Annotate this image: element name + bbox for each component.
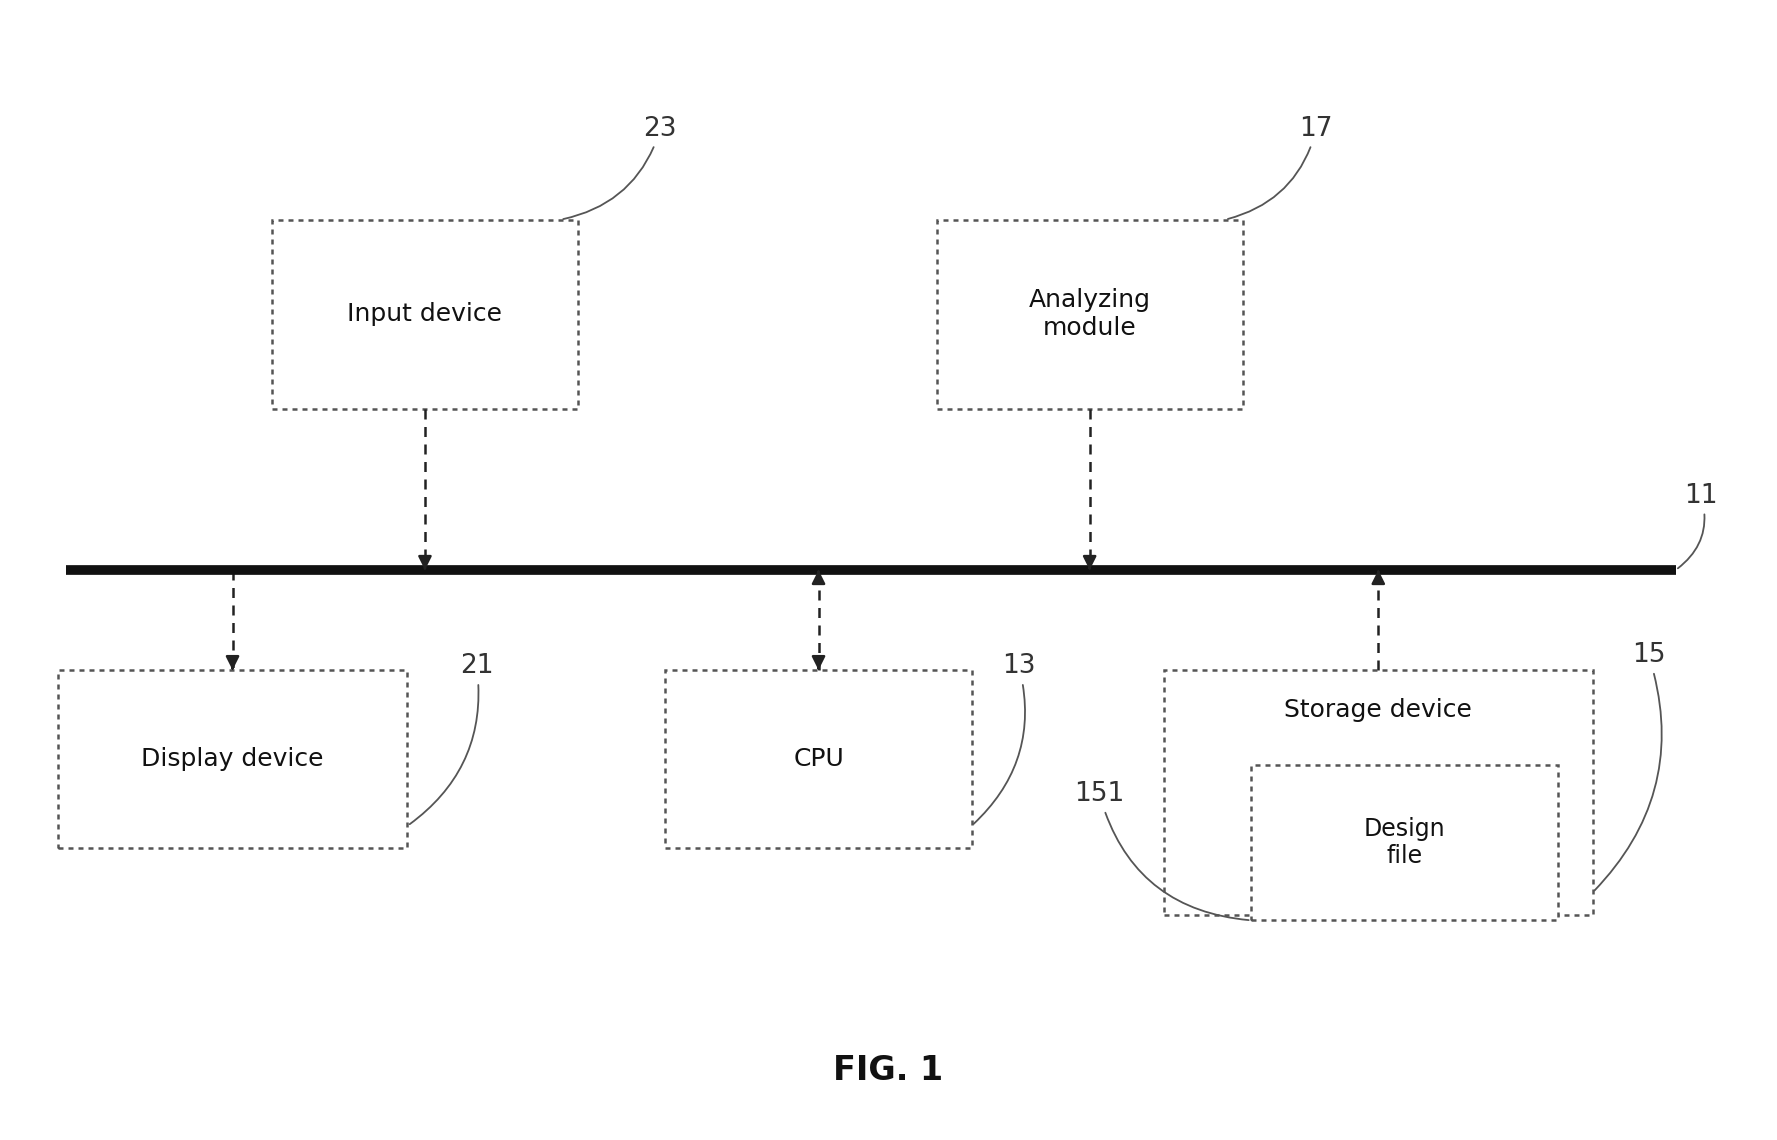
Text: 11: 11 (1677, 483, 1718, 569)
Text: Input device: Input device (348, 302, 503, 326)
Text: 23: 23 (563, 116, 677, 219)
Text: 15: 15 (1594, 642, 1665, 890)
Text: FIG. 1: FIG. 1 (833, 1054, 944, 1088)
Text: Design
file: Design file (1363, 816, 1445, 869)
FancyBboxPatch shape (665, 670, 972, 848)
Text: Analyzing
module: Analyzing module (1029, 288, 1151, 340)
Text: CPU: CPU (793, 747, 844, 771)
Text: 21: 21 (410, 653, 494, 824)
FancyBboxPatch shape (1164, 670, 1592, 914)
FancyBboxPatch shape (936, 220, 1242, 409)
Text: 17: 17 (1228, 116, 1333, 219)
Text: Display device: Display device (142, 747, 323, 771)
Text: 151: 151 (1075, 781, 1249, 920)
Text: 13: 13 (974, 653, 1036, 824)
FancyBboxPatch shape (1251, 765, 1558, 920)
FancyBboxPatch shape (272, 220, 578, 409)
Text: Storage device: Storage device (1285, 698, 1471, 722)
FancyBboxPatch shape (57, 670, 407, 848)
